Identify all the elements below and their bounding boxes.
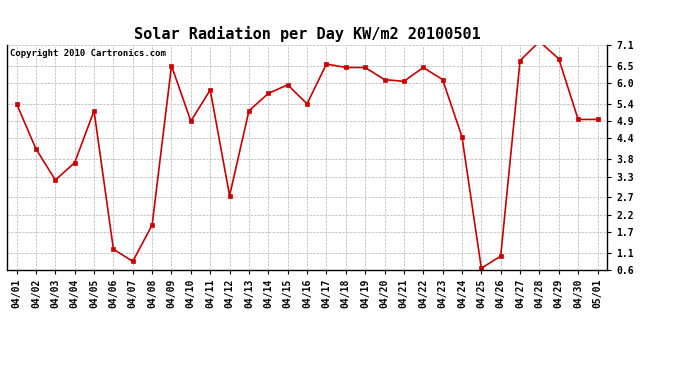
- Title: Solar Radiation per Day KW/m2 20100501: Solar Radiation per Day KW/m2 20100501: [134, 27, 480, 42]
- Text: Copyright 2010 Cartronics.com: Copyright 2010 Cartronics.com: [10, 50, 166, 58]
